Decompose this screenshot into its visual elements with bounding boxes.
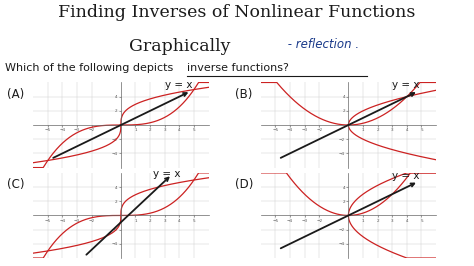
Text: (B): (B) [235,88,252,101]
Text: Finding Inverses of Nonlinear Functions: Finding Inverses of Nonlinear Functions [58,4,416,21]
Text: (A): (A) [7,88,24,101]
Text: y = x: y = x [153,169,181,179]
Text: Graphically: Graphically [129,38,231,55]
Text: y = x: y = x [392,80,420,90]
Text: Which of the following depicts: Which of the following depicts [5,63,176,73]
Text: - reflection .: - reflection . [284,38,359,51]
Text: inverse functions?: inverse functions? [187,63,289,73]
Text: (C): (C) [7,178,25,191]
Text: y = x: y = x [392,171,420,181]
Text: (D): (D) [235,178,253,191]
Text: y = x: y = x [165,80,192,90]
